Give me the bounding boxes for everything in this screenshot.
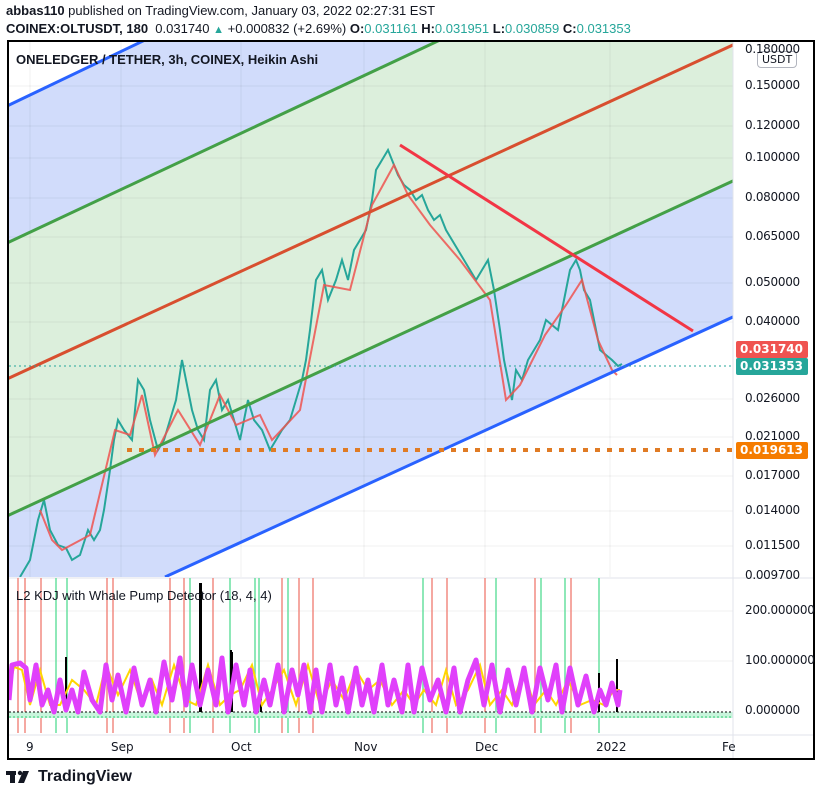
indicator-title: L2 KDJ with Whale Pump Detector (18, 4, … [16, 588, 272, 603]
brand-name: TradingView [38, 768, 132, 785]
time-axis-label: Nov [354, 740, 378, 754]
kdj-indicator [9, 578, 733, 733]
high-label: H: [421, 21, 435, 36]
blue-channel-lower[interactable] [164, 315, 735, 577]
publish-text: published on TradingView.com, January 03… [68, 3, 436, 18]
price-change: +0.000832 (+2.69%) [227, 21, 347, 36]
price-axis-label: 0.014000 [745, 503, 800, 517]
open-value: 0.031161 [364, 21, 418, 36]
triangle-up-icon: ▲ [213, 24, 225, 36]
time-axis-label: 2022 [596, 740, 627, 754]
close-label: C: [562, 21, 577, 36]
heikin-ashi-candles [19, 147, 623, 577]
publisher-name: abbas110 [6, 3, 65, 18]
last-price: 0.031740 [155, 21, 210, 36]
chart-title: ONELEDGER / TETHER, 3h, COINEX, Heikin A… [16, 52, 319, 67]
symbol-info: COINEX:OLTUSDT, 180 0.031740 ▲ +0.000832… [6, 21, 631, 36]
symbol-label: COINEX:OLTUSDT, 180 [6, 21, 149, 36]
price-axis-label: 0.040000 [745, 314, 800, 328]
tradingview-logo-icon [6, 770, 29, 783]
close-value: 0.031353 [576, 21, 631, 36]
chart-frame [7, 40, 815, 760]
green-channel-lower[interactable] [7, 179, 735, 517]
channel-fills [7, 40, 735, 577]
time-axis-label: Oct [231, 740, 252, 754]
indicator-axis-label: 100.000000 [745, 653, 815, 667]
time-axis-label: Sep [111, 740, 134, 754]
price-axis-label: 0.026000 [745, 391, 800, 405]
resistance-line[interactable] [399, 143, 694, 333]
time-axis-label: Dec [475, 740, 499, 754]
price-axis-label: 0.011500 [745, 538, 800, 552]
price-tag: 0.031740 [736, 341, 808, 358]
price-axis-label: 0.080000 [745, 190, 800, 204]
low-value: 0.030859 [505, 21, 560, 36]
low-label: L: [492, 21, 506, 36]
indicator-axis-label: 200.000000 [745, 603, 815, 617]
price-axis-label: 0.065000 [745, 229, 800, 243]
channel-midline[interactable] [7, 43, 735, 380]
price-axis-label: 0.050000 [745, 275, 800, 289]
price-axis-label: 0.150000 [745, 78, 800, 92]
time-axis-label: Fe [722, 740, 736, 754]
tradingview-logo[interactable]: TradingView [6, 768, 132, 786]
publish-info: abbas110 published on TradingView.com, J… [6, 3, 435, 18]
time-axis-label: 9 [26, 740, 34, 754]
high-value: 0.031951 [434, 21, 490, 36]
price-axis-label: 0.017000 [745, 468, 800, 482]
open-label: O: [349, 21, 365, 36]
green-channel-upper[interactable] [7, 40, 440, 244]
price-axis-label: 0.100000 [745, 150, 800, 164]
price-axis-label: 0.180000 [745, 42, 800, 56]
indicator-axis-label: 0.000000 [745, 703, 800, 717]
price-axis-label: 0.009700 [745, 568, 800, 582]
price-tag: 0.019613 [736, 442, 808, 459]
blue-channel-upper[interactable] [7, 40, 145, 107]
price-axis-label: 0.120000 [745, 118, 800, 132]
kdj-k-line [9, 655, 623, 715]
price-axis-label: 0.021000 [745, 429, 800, 443]
price-tag: 0.031353 [736, 358, 808, 375]
currency-button[interactable]: USDT [757, 51, 798, 68]
